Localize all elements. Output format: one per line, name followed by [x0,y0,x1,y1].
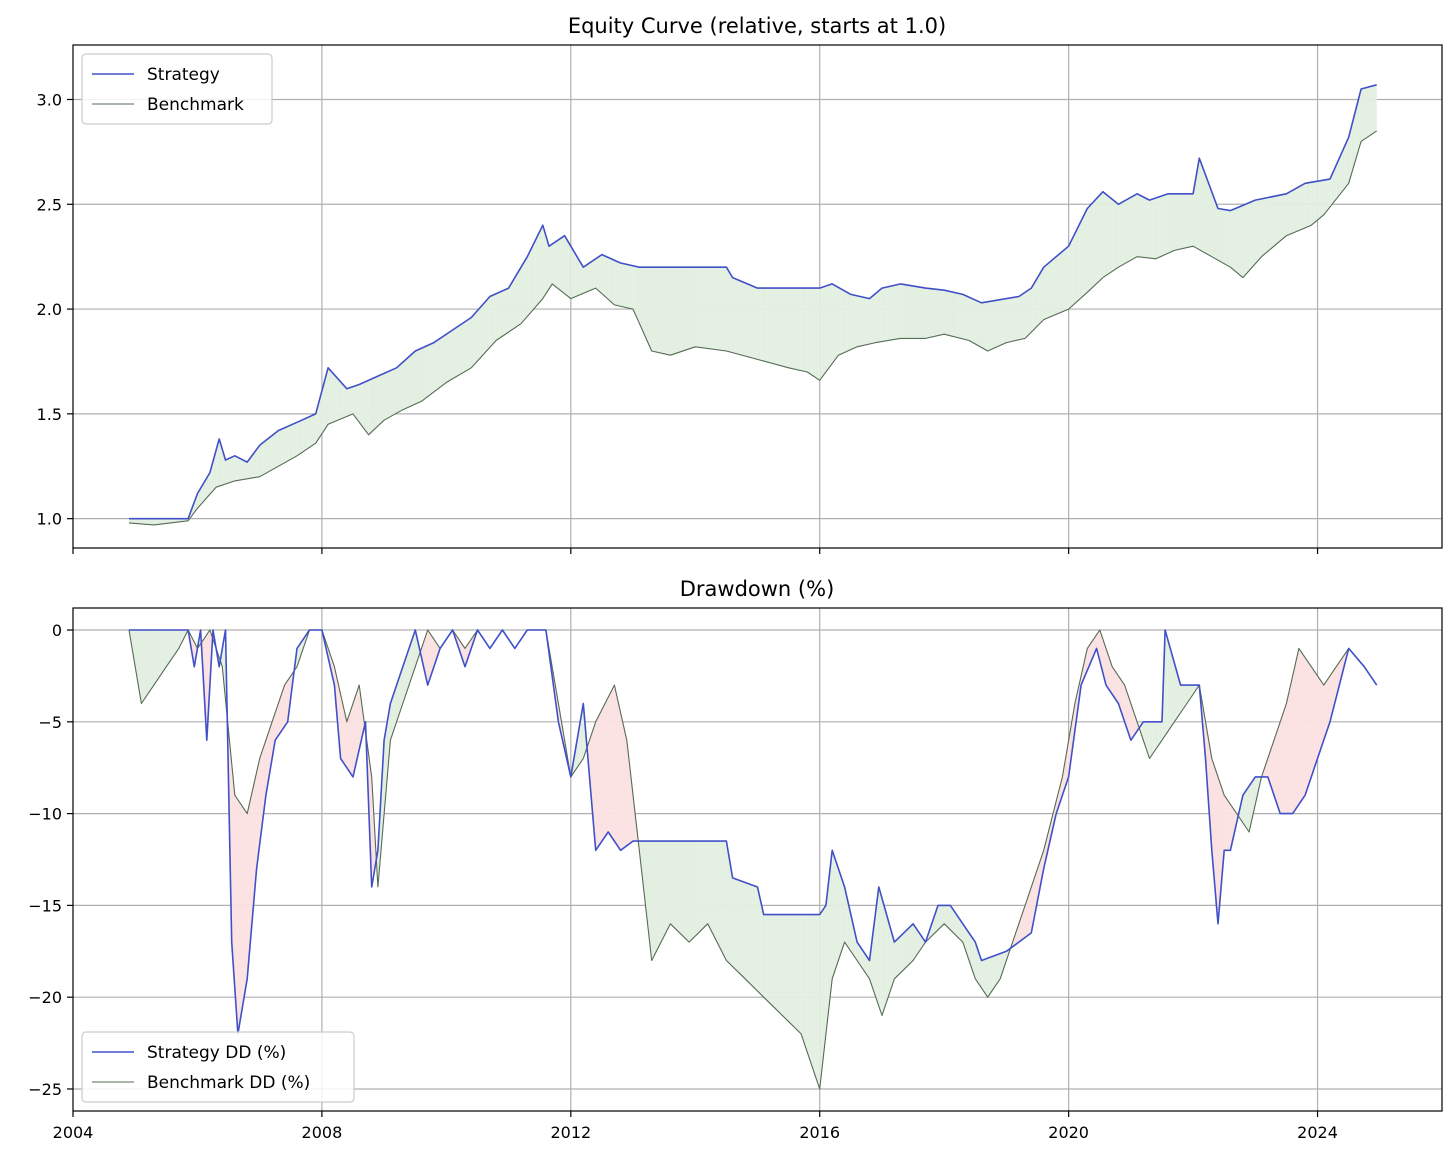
drawdown-legend-label: Strategy DD (%) [147,1043,286,1063]
drawdown-axes-frame [72,607,1443,1112]
equity-ytick-label: 2.0 [37,300,62,319]
drawdown-ytick-label: −20 [28,988,62,1007]
equity-legend: Strategy Benchmark [81,53,273,125]
equity-legend-label: Strategy [147,65,220,85]
equity-axes: 1.0 1.5 2.0 2.5 3.0 Strategy Benchmark [37,44,1443,554]
drawdown-ytick-label: −25 [28,1080,62,1099]
drawdown-ytick-label: −15 [28,896,62,915]
equity-ytick-label: 3.0 [37,90,62,109]
drawdown-ytick-label: −10 [28,805,62,824]
drawdown-series-line-strategy [129,629,1378,1035]
drawdown-xtick-label: 2008 [302,1123,343,1142]
equity-ytick-label: 2.5 [37,195,62,214]
drawdown-ytick-label: −5 [38,713,62,732]
drawdown-fill-region [129,630,1377,1085]
drawdown-xtick-label: 2016 [799,1123,840,1142]
drawdown-legend-label: Benchmark DD (%) [147,1073,310,1093]
equity-ytick-label: 1.0 [37,510,62,529]
equity-fill-region [129,84,1377,525]
drawdown-legend: Strategy DD (%) Benchmark DD (%) [81,1031,355,1103]
drawdown-ytick-label: 0 [52,621,62,640]
drawdown-xtick-label: 2012 [550,1123,591,1142]
drawdown-chart-title: Drawdown (%) [680,577,835,601]
equity-axes-frame [72,44,1443,549]
equity-legend-label: Benchmark [147,95,244,115]
equity-series-line-strategy [129,84,1377,520]
drawdown-axes: 0 −5 −10 −15 −20 −25 2004 2008 2012 2016 2020 2024 S… [28,607,1443,1142]
drawdown-xtick-label: 2020 [1048,1123,1089,1142]
equity-ytick-label: 1.5 [37,405,62,424]
equity-chart-title: Equity Curve (relative, starts at 1.0) [568,14,946,38]
equity-series-line-benchmark [128,130,1378,526]
drawdown-xtick-label: 2004 [53,1123,94,1142]
drawdown-xtick-label: 2024 [1297,1123,1338,1142]
